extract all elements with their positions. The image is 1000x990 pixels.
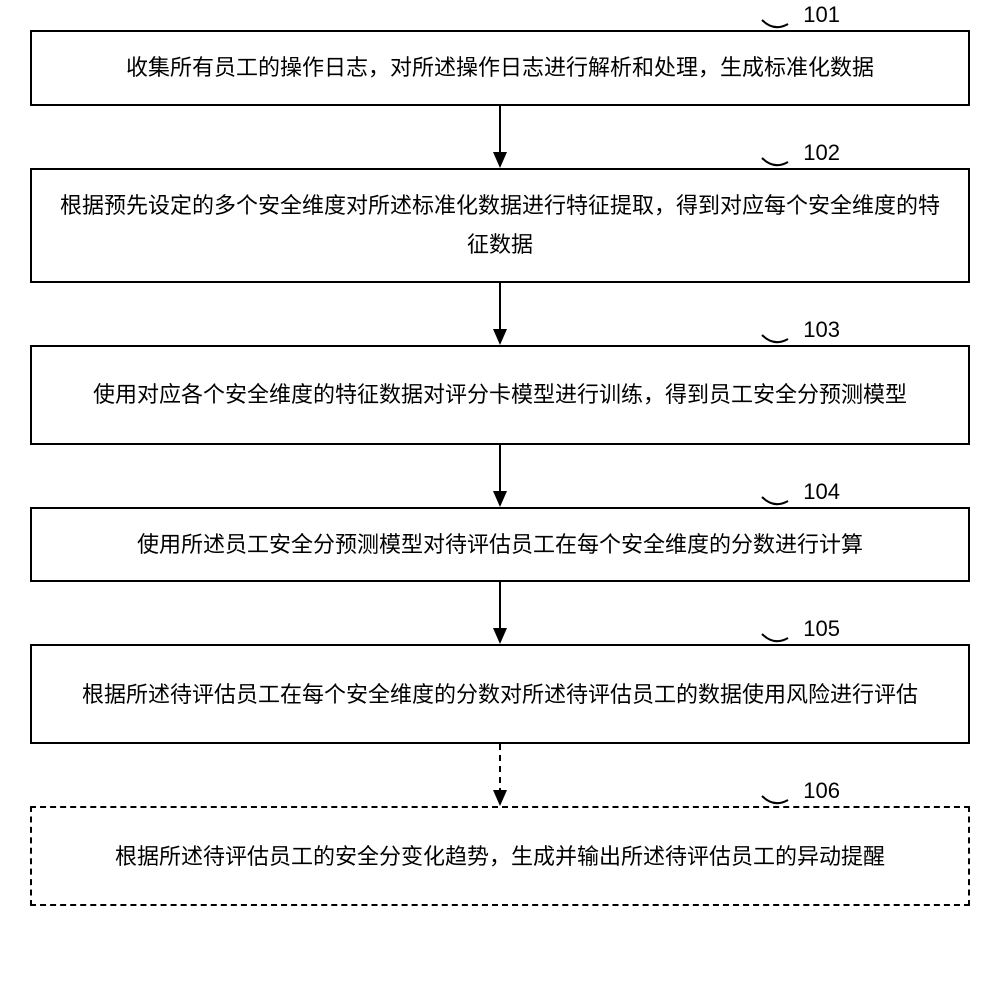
step-box-102: 根据预先设定的多个安全维度对所述标准化数据进行特征提取，得到对应每个安全维度的特… <box>30 168 970 283</box>
step-label-105: 105 <box>803 616 840 642</box>
step-label-104: 104 <box>803 479 840 505</box>
step-box-104: 使用所述员工安全分预测模型对待评估员工在每个安全维度的分数进行计算 <box>30 507 970 583</box>
step-text-106: 根据所述待评估员工的安全分变化趋势，生成并输出所述待评估员工的异动提醒 <box>115 837 885 877</box>
step-text-105: 根据所述待评估员工在每个安全维度的分数对所述待评估员工的数据使用风险进行评估 <box>82 675 918 715</box>
step-box-105: 根据所述待评估员工在每个安全维度的分数对所述待评估员工的数据使用风险进行评估 <box>30 644 970 744</box>
step-box-101: 收集所有员工的操作日志，对所述操作日志进行解析和处理，生成标准化数据 <box>30 30 970 106</box>
flowchart-container: 101 收集所有员工的操作日志，对所述操作日志进行解析和处理，生成标准化数据 1… <box>30 30 970 906</box>
arrow-solid-icon <box>490 582 510 644</box>
step-text-103: 使用对应各个安全维度的特征数据对评分卡模型进行训练，得到员工安全分预测模型 <box>93 375 907 415</box>
step-label-101: 101 <box>803 2 840 28</box>
step-text-104: 使用所述员工安全分预测模型对待评估员工在每个安全维度的分数进行计算 <box>137 525 863 565</box>
arrow-solid-icon <box>490 283 510 345</box>
arrow-dashed-icon <box>490 744 510 806</box>
step-label-106: 106 <box>803 778 840 804</box>
step-box-103: 使用对应各个安全维度的特征数据对评分卡模型进行训练，得到员工安全分预测模型 <box>30 345 970 445</box>
arrow-solid-icon <box>490 106 510 168</box>
step-label-102: 102 <box>803 140 840 166</box>
arrow-solid-icon <box>490 445 510 507</box>
step-box-106: 根据所述待评估员工的安全分变化趋势，生成并输出所述待评估员工的异动提醒 <box>30 806 970 906</box>
step-text-102: 根据预先设定的多个安全维度对所述标准化数据进行特征提取，得到对应每个安全维度的特… <box>56 186 944 265</box>
step-label-103: 103 <box>803 317 840 343</box>
step-text-101: 收集所有员工的操作日志，对所述操作日志进行解析和处理，生成标准化数据 <box>126 48 874 88</box>
